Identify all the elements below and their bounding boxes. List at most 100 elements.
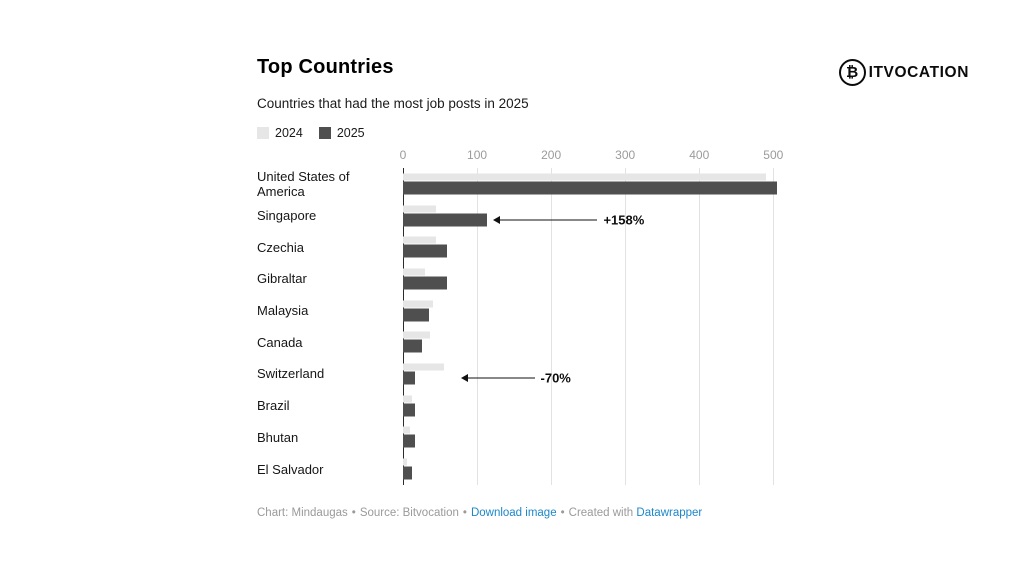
row-label: Canada (257, 334, 303, 350)
legend-item-2025: 2025 (318, 126, 365, 140)
tick-label: 300 (615, 148, 636, 162)
datawrapper-link[interactable]: Datawrapper (636, 506, 703, 519)
row-bars: -70% (403, 358, 777, 390)
chart-title: Top Countries (257, 56, 394, 78)
row-label: Czechia (257, 239, 304, 255)
bar-stack (403, 300, 777, 322)
bar-stack (403, 426, 777, 448)
row-label: United States of America (257, 168, 350, 199)
row-bars (403, 453, 777, 485)
bar-row: United States of America (257, 168, 777, 200)
bar-2024 (403, 426, 410, 434)
row-label: Gibraltar (257, 271, 307, 287)
bar-row: Canada (257, 326, 777, 358)
bar-2024 (403, 363, 444, 371)
bitvocation-logo: ₿ ITVOCATION (838, 59, 969, 86)
tick-label: 0 (399, 148, 407, 162)
logo-text: ITVOCATION (868, 63, 969, 81)
row-bars (403, 422, 777, 454)
legend-item-2024: 2024 (257, 126, 303, 140)
gridline (625, 168, 627, 485)
row-bars: +158% (403, 200, 777, 232)
bar-row: Czechia (257, 231, 777, 263)
bar-row: El Salvador (257, 453, 777, 485)
annotation-text: +158% (603, 212, 645, 228)
axis-zero-line (403, 168, 404, 485)
chart-credit: Chart: Mindaugas (257, 506, 348, 519)
bar-row: Singapore +158% (257, 200, 777, 232)
legend-label-2024: 2024 (275, 126, 303, 140)
annotation-text: -70% (540, 370, 571, 386)
bar-2024 (403, 236, 437, 244)
tick-label: 200 (541, 148, 562, 162)
plot-area: United States of America Singapore +158% Cz… (257, 168, 777, 485)
plot-rows: United States of America Singapore +158% Cz… (257, 168, 777, 485)
row-bars (403, 231, 777, 263)
bitcoin-icon: ₿ (838, 59, 866, 86)
tick-label: 100 (467, 148, 488, 162)
bar-2025 (403, 434, 415, 448)
row-bars (403, 326, 777, 358)
bar-2025 (403, 371, 415, 385)
row-label: Malaysia (257, 303, 309, 319)
chart: Top Countries Countries that had the mos… (257, 56, 784, 519)
bar-row: Switzerland -70% (257, 358, 777, 390)
bar-stack (403, 331, 777, 353)
bar-2024 (403, 300, 433, 308)
row-label: El Salvador (257, 461, 324, 477)
row-label: Bhutan (257, 429, 299, 445)
bar-stack (403, 205, 777, 227)
bar-2025 (403, 403, 415, 417)
gridlines (403, 168, 777, 485)
bar-2025 (403, 244, 448, 258)
bar-stack (403, 363, 777, 385)
gridline (477, 168, 479, 485)
legend-swatch-2025 (318, 127, 331, 139)
gridline (551, 168, 553, 485)
bar-2024 (403, 331, 430, 339)
row-label: Switzerland (257, 366, 325, 382)
bar-stack (403, 173, 777, 195)
footer-separator: • (560, 506, 565, 519)
row-bars (403, 295, 777, 327)
bar-stack (403, 458, 777, 480)
bar-2024 (403, 173, 766, 181)
footer: Chart: Mindaugas • Source: Bitvocation • Dow… (257, 507, 777, 519)
x-axis-ticks: 0 100 200 300 400 500 (399, 148, 784, 168)
bar-2024 (403, 395, 412, 403)
bar-row: Brazil (257, 390, 777, 422)
tick-label: 500 (763, 148, 784, 162)
download-image-link[interactable]: Download image (470, 506, 557, 519)
chart-subtitle: Countries that had the most job posts in… (257, 96, 529, 111)
gridline (773, 168, 775, 485)
row-bars (403, 390, 777, 422)
bar-stack (403, 268, 777, 290)
row-label: Brazil (257, 398, 290, 414)
bar-stack (403, 236, 777, 258)
bar-2025 (403, 339, 423, 353)
legend: 2024 2025 (257, 126, 777, 140)
annotation-arrowhead-icon (460, 374, 468, 383)
legend-label-2025: 2025 (336, 126, 365, 140)
bar-row: Bhutan (257, 422, 777, 454)
bar-2025 (403, 276, 448, 290)
annotation-arrow-line (499, 219, 598, 221)
row-bars (403, 168, 777, 200)
tick-label: 400 (689, 148, 710, 162)
bar-row: Malaysia (257, 295, 777, 327)
bar-2025 (403, 308, 429, 322)
source-credit: Source: Bitvocation (359, 506, 459, 519)
bar-2024 (403, 205, 436, 213)
bar-2024 (403, 268, 426, 276)
bar-2025 (403, 213, 487, 227)
bar-2024 (403, 458, 407, 466)
footer-separator: • (462, 506, 467, 519)
created-with-text: Created with (568, 506, 634, 519)
legend-swatch-2024 (257, 127, 269, 139)
bar-row: Gibraltar (257, 263, 777, 295)
bar-2025 (403, 181, 777, 195)
bar-stack (403, 395, 777, 417)
row-label: Singapore (257, 208, 317, 224)
annotation-arrowhead-icon (493, 215, 501, 224)
